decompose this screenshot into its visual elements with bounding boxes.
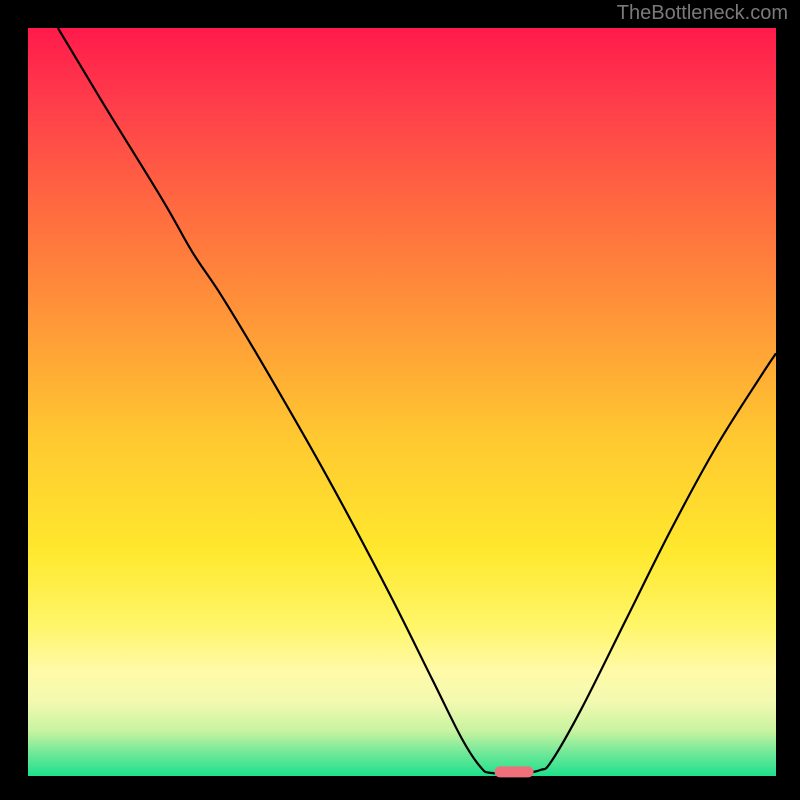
- optimal-marker: [495, 766, 534, 777]
- bottleneck-curve: [28, 28, 776, 776]
- watermark-text: TheBottleneck.com: [617, 2, 788, 25]
- plot-area: [28, 28, 776, 776]
